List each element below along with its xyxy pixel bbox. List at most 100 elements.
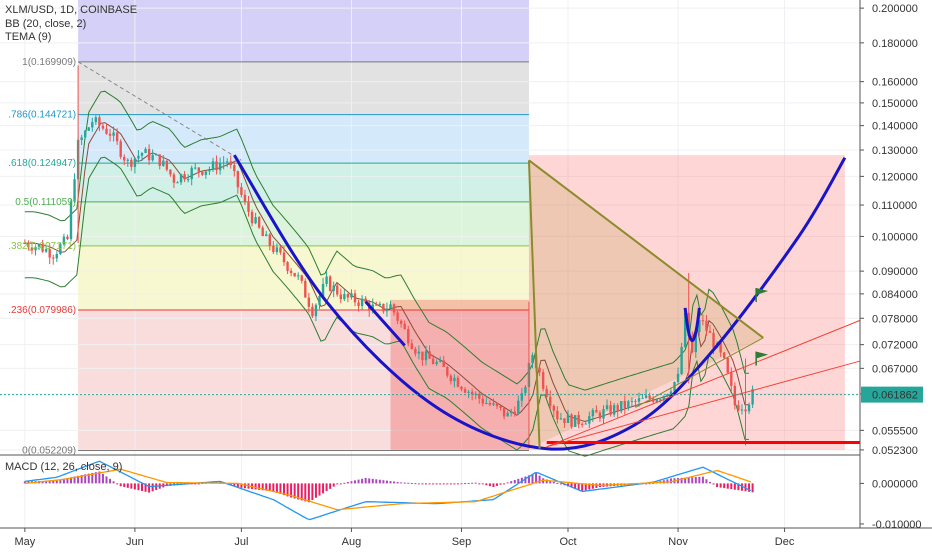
candle xyxy=(556,406,559,424)
macd-hist-bar xyxy=(126,483,129,488)
candle-body xyxy=(229,161,232,166)
candle xyxy=(620,400,623,414)
candle xyxy=(439,356,442,363)
candle-body xyxy=(495,403,499,407)
candle xyxy=(240,182,243,198)
candle xyxy=(723,351,726,360)
candle-body xyxy=(630,400,634,402)
macd-hist-bar xyxy=(141,483,143,492)
candle xyxy=(641,393,644,399)
flag-icon xyxy=(756,351,769,359)
candle xyxy=(101,122,105,131)
candle-body xyxy=(176,182,179,184)
candle xyxy=(488,400,492,407)
candle-body xyxy=(662,396,666,400)
candle xyxy=(272,241,275,255)
candle-body xyxy=(155,154,158,156)
candle xyxy=(382,303,385,314)
candle-body xyxy=(307,297,311,307)
candle xyxy=(158,154,161,170)
macd-hist-bar xyxy=(691,477,694,484)
macd-hist-bar xyxy=(669,478,672,484)
macd-hist-bar xyxy=(194,483,197,485)
candle-body xyxy=(282,252,286,263)
macd-hist-bar xyxy=(258,483,261,490)
macd-hist-bar xyxy=(112,481,115,484)
y-tick-label: 0.200000 xyxy=(872,3,918,15)
candle xyxy=(80,134,83,146)
x-tick-label: Oct xyxy=(559,536,576,548)
candle xyxy=(55,251,58,263)
candle-body xyxy=(609,405,612,415)
candle-body xyxy=(723,352,726,358)
candle xyxy=(257,216,261,229)
candle xyxy=(467,389,470,399)
candle-body xyxy=(698,320,701,332)
candle xyxy=(27,240,30,251)
candle xyxy=(126,158,129,167)
candle-body xyxy=(318,295,321,305)
macd-hist-bar xyxy=(236,483,239,488)
candle-body xyxy=(392,304,396,313)
candle xyxy=(726,357,729,374)
candle-body xyxy=(573,415,577,427)
candle-body xyxy=(357,302,360,306)
candle-body xyxy=(27,243,30,248)
bb-legend: BB (20, close, 2) xyxy=(5,18,87,30)
candle xyxy=(226,158,229,168)
candle xyxy=(598,410,602,422)
macd-hist-bar xyxy=(243,483,246,489)
candle xyxy=(350,289,353,300)
candle-body xyxy=(261,227,264,237)
macd-hist-bar xyxy=(432,483,435,485)
macd-hist-bar xyxy=(684,477,687,484)
candle-body xyxy=(641,397,644,399)
macd-hist-bar xyxy=(265,483,268,491)
macd-hist-bar xyxy=(403,482,406,484)
macd-hist-bar xyxy=(478,483,481,485)
macd-hist-bar xyxy=(581,483,584,492)
candle xyxy=(449,373,453,385)
candle-body xyxy=(147,148,151,161)
macd-hist-bar xyxy=(318,483,321,496)
candle-body xyxy=(669,391,673,395)
candle-body xyxy=(297,275,300,277)
candle xyxy=(179,173,183,185)
candle-body xyxy=(531,355,534,364)
x-tick-label: Jun xyxy=(126,536,144,548)
candle xyxy=(218,157,222,175)
macd-hist-bar xyxy=(343,482,346,484)
cup-curve xyxy=(233,154,847,451)
candle xyxy=(510,408,513,417)
macd-hist-bar xyxy=(137,483,140,491)
candle xyxy=(392,303,396,316)
candle xyxy=(119,139,122,160)
macd-hist-bar xyxy=(751,483,754,493)
macd-hist-bar xyxy=(474,482,477,484)
macd-hist-bar xyxy=(531,474,534,484)
candle-body xyxy=(541,372,545,389)
fib-band xyxy=(78,114,529,164)
candle-body xyxy=(442,360,445,367)
macd-y-tick-label: -0.010000 xyxy=(872,519,922,531)
candle xyxy=(524,385,527,396)
triangle-zone xyxy=(528,160,764,449)
candle-body xyxy=(169,169,172,175)
candle-body xyxy=(105,128,108,134)
candle xyxy=(399,319,403,328)
macd-hist-bar xyxy=(27,481,30,484)
candle-body xyxy=(66,236,69,240)
x-tick-label: May xyxy=(14,536,35,548)
y-tick-label: 0.140000 xyxy=(872,121,918,133)
candle xyxy=(105,123,108,135)
candle-body xyxy=(37,244,41,247)
candle xyxy=(279,246,282,255)
macd-hist-bar xyxy=(123,483,126,488)
macd-hist-bar xyxy=(577,483,580,490)
symbol-legend: XLM/USD, 1D, COINBASE xyxy=(5,4,138,16)
candle-body xyxy=(293,272,296,277)
candle-body xyxy=(208,169,211,172)
macd-hist-bar xyxy=(77,475,80,484)
candle-body xyxy=(62,236,66,245)
